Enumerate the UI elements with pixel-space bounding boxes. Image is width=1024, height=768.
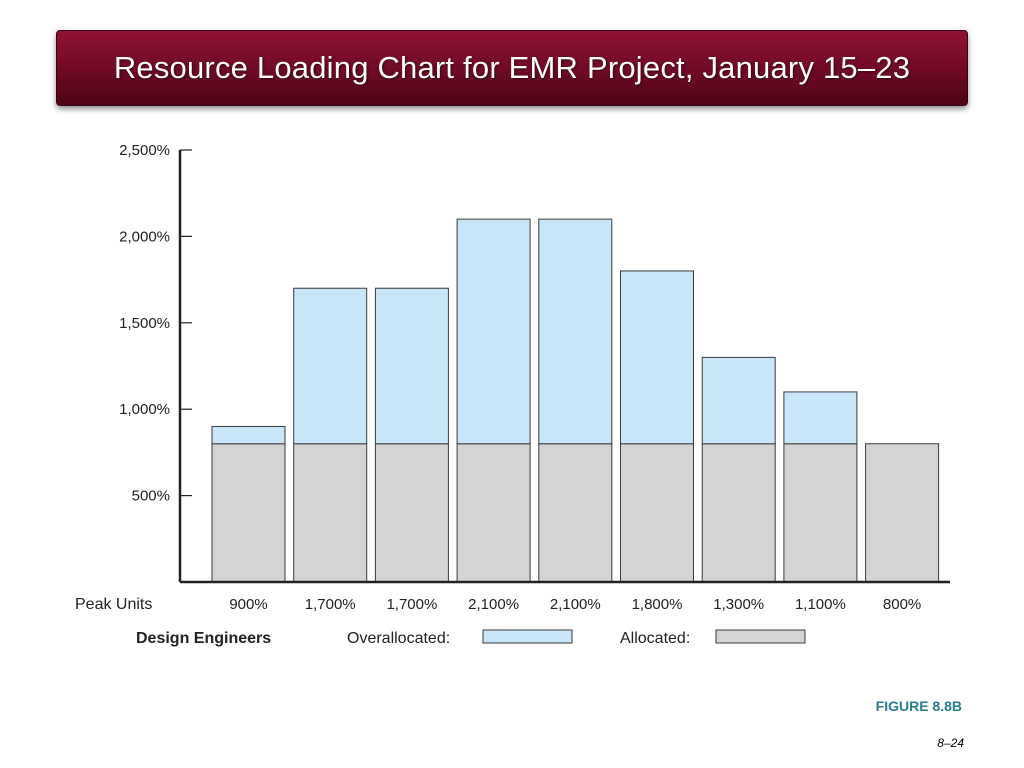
peak-units-value: 800% (883, 596, 921, 613)
slide-title: Resource Loading Chart for EMR Project, … (113, 50, 911, 85)
allocated-bar-segment (456, 443, 531, 583)
legend-allocated-swatch (715, 629, 806, 644)
overallocated-bar-segment (293, 287, 368, 445)
legend-resource-name: Design Engineers (136, 630, 271, 647)
allocated-bar-segment (620, 443, 694, 583)
overallocated-bar-segment (374, 287, 449, 445)
peak-units-value: 1,700% (305, 596, 356, 613)
peak-units-value: 900% (229, 596, 267, 613)
title-bar: Resource Loading Chart for EMR Project, … (56, 30, 968, 106)
overallocated-bar-segment (620, 270, 694, 445)
y-tick-label: 1,500% (119, 315, 170, 332)
y-tick-label: 1,000% (119, 401, 170, 418)
figure-label: FIGURE 8.8B (875, 698, 962, 714)
overallocated-bar-segment (538, 218, 613, 445)
overallocated-bar-segment (456, 218, 531, 445)
peak-units-value: 1,700% (386, 596, 437, 613)
overallocated-bar-segment (783, 391, 858, 445)
y-tick-label: 2,500% (119, 142, 170, 159)
allocated-bar-segment (783, 443, 858, 583)
overallocated-bar-segment (211, 425, 286, 445)
peak-units-label: Peak Units (75, 596, 152, 613)
peak-units-value: 1,300% (713, 596, 764, 613)
overallocated-bar-segment (701, 356, 776, 445)
peak-units-value: 1,100% (795, 596, 846, 613)
allocated-bar-segment (701, 443, 776, 583)
allocated-bar-segment (374, 443, 449, 583)
y-tick-label: 2,000% (119, 228, 170, 245)
allocated-bar-segment (293, 443, 368, 583)
page-number: 8–24 (937, 736, 964, 750)
peak-units-value: 2,100% (550, 596, 601, 613)
legend-overallocated-swatch (482, 629, 573, 644)
allocated-bar-segment (865, 443, 940, 583)
peak-units-value: 2,100% (468, 596, 519, 613)
peak-units-value: 1,800% (632, 596, 683, 613)
legend-allocated-label: Allocated: (620, 630, 690, 647)
legend-overallocated-label: Overallocated: (347, 630, 450, 647)
allocated-bar-segment (211, 443, 286, 583)
y-tick-label: 500% (132, 488, 170, 505)
allocated-bar-segment (538, 443, 613, 583)
